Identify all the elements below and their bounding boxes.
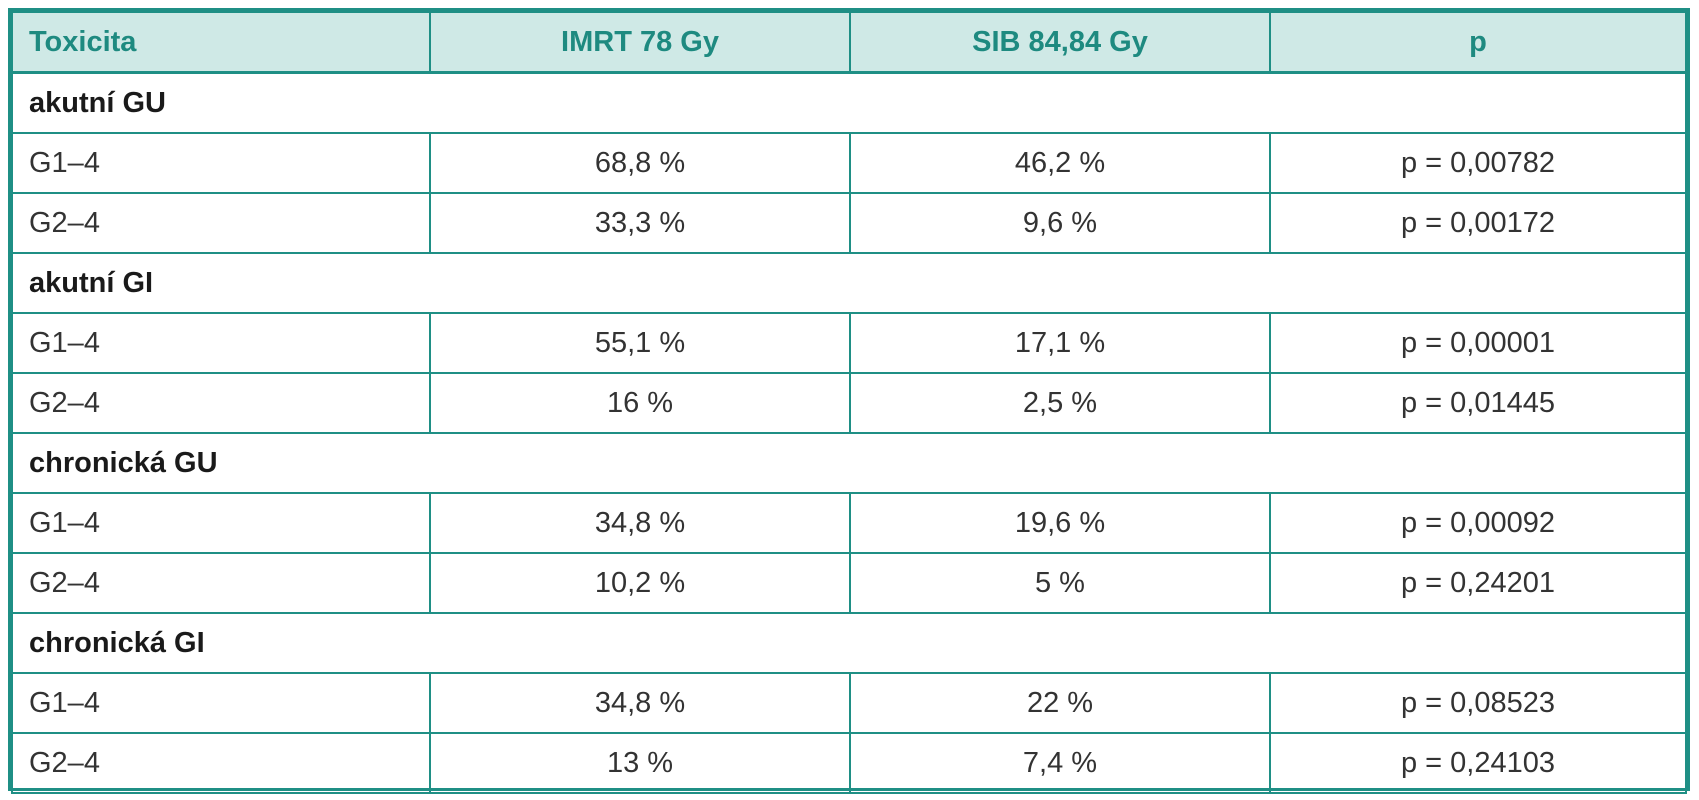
sib-value-cell: 7,4 % — [849, 732, 1271, 794]
table-row: G1–4 68,8 % 46,2 % p = 0,00782 — [11, 132, 1687, 194]
toxicity-table: Toxicita IMRT 78 Gy SIB 84,84 Gy p akutn… — [11, 11, 1687, 794]
grade-cell: G1–4 — [11, 492, 431, 554]
group-title: akutní GU — [11, 71, 1687, 134]
imrt-value-cell: 16 % — [429, 372, 851, 434]
table-row: G1–4 34,8 % 19,6 % p = 0,00092 — [11, 492, 1687, 554]
group-title: chronická GU — [11, 432, 1687, 494]
toxicity-table-frame: Toxicita IMRT 78 Gy SIB 84,84 Gy p akutn… — [8, 8, 1690, 794]
grade-cell: G1–4 — [11, 672, 431, 734]
grade-cell: G2–4 — [11, 192, 431, 254]
imrt-value-cell: 34,8 % — [429, 492, 851, 554]
table-row: G2–4 10,2 % 5 % p = 0,24201 — [11, 552, 1687, 614]
imrt-value-cell: 68,8 % — [429, 132, 851, 194]
header-toxicita: Toxicita — [11, 11, 431, 74]
p-value-cell: p = 0,00172 — [1269, 192, 1687, 254]
group-row: akutní GI — [11, 252, 1687, 314]
p-value-cell: p = 0,01445 — [1269, 372, 1687, 434]
p-value-cell: p = 0,00092 — [1269, 492, 1687, 554]
sib-value-cell: 17,1 % — [849, 312, 1271, 374]
table-row: G1–4 55,1 % 17,1 % p = 0,00001 — [11, 312, 1687, 374]
p-value-cell: p = 0,08523 — [1269, 672, 1687, 734]
group-row: chronická GU — [11, 432, 1687, 494]
table-row: G2–4 13 % 7,4 % p = 0,24103 — [11, 732, 1687, 794]
grade-cell: G2–4 — [11, 552, 431, 614]
group-title: akutní GI — [11, 252, 1687, 314]
header-imrt: IMRT 78 Gy — [429, 11, 851, 74]
sib-value-cell: 46,2 % — [849, 132, 1271, 194]
group-row: chronická GI — [11, 612, 1687, 674]
table-row: G2–4 33,3 % 9,6 % p = 0,00172 — [11, 192, 1687, 254]
header-row: Toxicita IMRT 78 Gy SIB 84,84 Gy p — [11, 11, 1687, 74]
grade-cell: G2–4 — [11, 732, 431, 794]
p-value-cell: p = 0,00001 — [1269, 312, 1687, 374]
group-title: chronická GI — [11, 612, 1687, 674]
p-value-cell: p = 0,24103 — [1269, 732, 1687, 794]
sib-value-cell: 5 % — [849, 552, 1271, 614]
group-row: akutní GU — [11, 71, 1687, 134]
imrt-value-cell: 55,1 % — [429, 312, 851, 374]
grade-cell: G1–4 — [11, 312, 431, 374]
p-value-cell: p = 0,00782 — [1269, 132, 1687, 194]
table-row: G2–4 16 % 2,5 % p = 0,01445 — [11, 372, 1687, 434]
imrt-value-cell: 10,2 % — [429, 552, 851, 614]
header-p: p — [1269, 11, 1687, 74]
sib-value-cell: 2,5 % — [849, 372, 1271, 434]
p-value-cell: p = 0,24201 — [1269, 552, 1687, 614]
imrt-value-cell: 13 % — [429, 732, 851, 794]
grade-cell: G1–4 — [11, 132, 431, 194]
sib-value-cell: 9,6 % — [849, 192, 1271, 254]
table-row: G1–4 34,8 % 22 % p = 0,08523 — [11, 672, 1687, 734]
grade-cell: G2–4 — [11, 372, 431, 434]
sib-value-cell: 19,6 % — [849, 492, 1271, 554]
header-sib: SIB 84,84 Gy — [849, 11, 1271, 74]
sib-value-cell: 22 % — [849, 672, 1271, 734]
imrt-value-cell: 34,8 % — [429, 672, 851, 734]
imrt-value-cell: 33,3 % — [429, 192, 851, 254]
